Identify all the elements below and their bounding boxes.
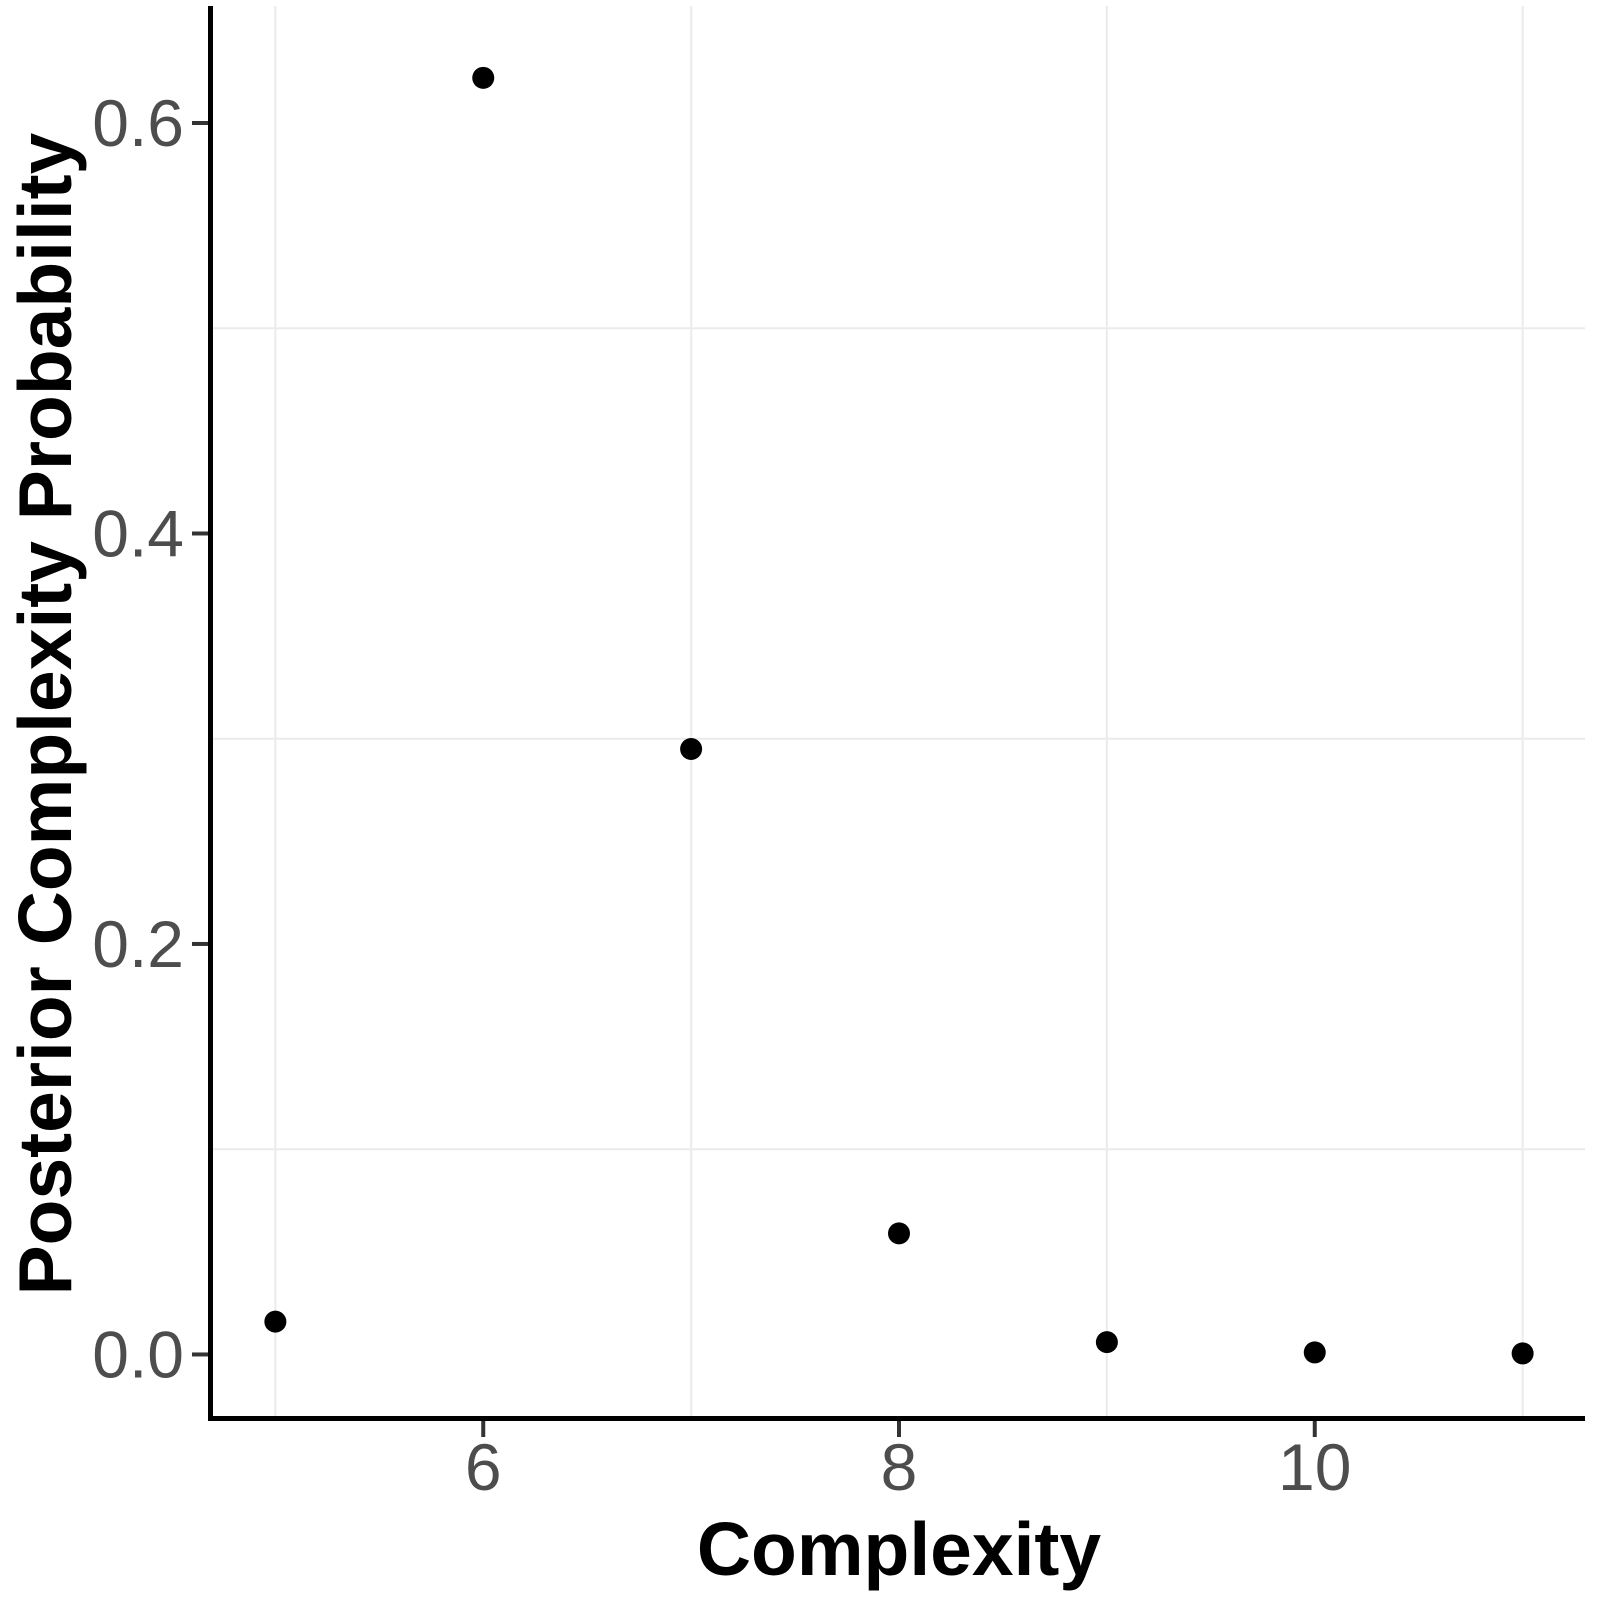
x-tick-label-6: 6: [465, 1430, 502, 1504]
y-tick-label-0.4: 0.4: [92, 496, 184, 570]
data-point-x10: [1303, 1341, 1326, 1364]
data-point-x11: [1511, 1342, 1534, 1365]
data-point-x5: [264, 1310, 287, 1333]
data-point-x9: [1095, 1331, 1118, 1354]
x-tick-label-10: 10: [1278, 1430, 1351, 1504]
y-tick-label-0.2: 0.2: [92, 907, 184, 981]
x-tick-label-8: 8: [881, 1430, 918, 1504]
y-tick-label-0.6: 0.6: [92, 86, 184, 160]
y-tick-label-0.0: 0.0: [92, 1317, 184, 1391]
y-axis-title: Posterior Complexity Probability: [3, 132, 87, 1296]
x-axis-title: Complexity: [696, 1507, 1102, 1591]
data-point-x6: [472, 66, 495, 89]
data-point-x8: [888, 1222, 910, 1245]
data-point-x7: [680, 737, 703, 760]
